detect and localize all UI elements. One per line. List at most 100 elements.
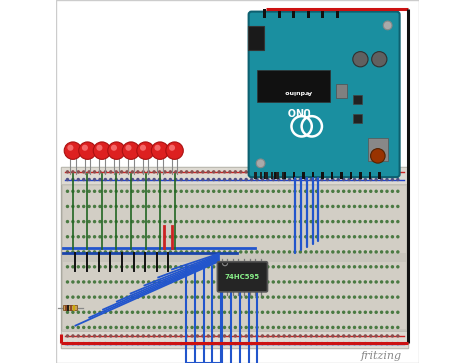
Circle shape: [386, 326, 388, 329]
Circle shape: [77, 326, 79, 329]
Circle shape: [316, 281, 318, 283]
Circle shape: [110, 266, 112, 268]
Circle shape: [332, 190, 334, 192]
Circle shape: [115, 335, 117, 337]
Circle shape: [158, 281, 161, 283]
Circle shape: [381, 311, 383, 313]
Circle shape: [365, 205, 366, 208]
Circle shape: [77, 179, 79, 180]
Circle shape: [343, 190, 345, 192]
Circle shape: [88, 281, 90, 283]
Circle shape: [365, 251, 366, 253]
Circle shape: [397, 221, 399, 223]
Circle shape: [370, 190, 372, 192]
Circle shape: [153, 221, 155, 223]
Circle shape: [218, 171, 220, 173]
Circle shape: [365, 236, 366, 238]
Bar: [302, 172, 305, 179]
Circle shape: [348, 205, 350, 208]
Circle shape: [397, 190, 399, 192]
Circle shape: [278, 326, 280, 329]
Circle shape: [82, 221, 85, 223]
Circle shape: [72, 335, 74, 337]
Circle shape: [283, 171, 285, 173]
Circle shape: [375, 326, 377, 329]
Circle shape: [348, 281, 350, 283]
Bar: [64, 305, 77, 310]
Circle shape: [137, 281, 139, 283]
Circle shape: [267, 311, 269, 313]
Circle shape: [310, 221, 312, 223]
Bar: [61, 331, 408, 348]
Circle shape: [234, 266, 237, 268]
Circle shape: [137, 205, 139, 208]
Circle shape: [72, 281, 74, 283]
Circle shape: [375, 311, 377, 313]
Bar: [263, 9, 266, 18]
Circle shape: [375, 296, 377, 298]
Circle shape: [224, 326, 226, 329]
Circle shape: [120, 343, 123, 344]
Circle shape: [175, 281, 177, 283]
Circle shape: [88, 251, 90, 253]
Circle shape: [337, 343, 339, 344]
Circle shape: [148, 236, 150, 238]
Circle shape: [120, 236, 123, 238]
Circle shape: [381, 179, 383, 180]
Bar: [255, 172, 257, 179]
Circle shape: [196, 171, 199, 173]
Circle shape: [131, 296, 134, 298]
Circle shape: [186, 236, 188, 238]
Circle shape: [207, 171, 210, 173]
Circle shape: [272, 335, 274, 337]
Circle shape: [397, 335, 399, 337]
Circle shape: [272, 311, 274, 313]
Circle shape: [386, 236, 388, 238]
Circle shape: [348, 221, 350, 223]
Circle shape: [370, 326, 372, 329]
Circle shape: [175, 311, 177, 313]
Circle shape: [99, 171, 101, 173]
Bar: [61, 167, 408, 348]
Circle shape: [229, 205, 231, 208]
Circle shape: [82, 145, 88, 151]
Circle shape: [316, 171, 318, 173]
Circle shape: [126, 266, 128, 268]
Circle shape: [137, 171, 139, 173]
Circle shape: [137, 311, 139, 313]
Bar: [248, 26, 264, 50]
Circle shape: [375, 190, 377, 192]
Circle shape: [196, 281, 199, 283]
Circle shape: [332, 281, 334, 283]
Circle shape: [166, 142, 183, 159]
Bar: [353, 114, 362, 123]
Circle shape: [370, 266, 372, 268]
Circle shape: [196, 190, 199, 192]
Circle shape: [175, 190, 177, 192]
Circle shape: [196, 335, 199, 337]
Circle shape: [104, 221, 106, 223]
Circle shape: [93, 296, 96, 298]
Circle shape: [316, 335, 318, 337]
Circle shape: [131, 221, 134, 223]
Circle shape: [300, 335, 301, 337]
Circle shape: [337, 179, 339, 180]
Circle shape: [283, 190, 285, 192]
Circle shape: [169, 281, 172, 283]
Circle shape: [131, 236, 134, 238]
Circle shape: [207, 221, 210, 223]
Circle shape: [72, 236, 74, 238]
Circle shape: [300, 311, 301, 313]
Circle shape: [99, 190, 101, 192]
Circle shape: [262, 179, 264, 180]
Circle shape: [392, 205, 393, 208]
Circle shape: [251, 221, 253, 223]
Circle shape: [381, 221, 383, 223]
Circle shape: [115, 343, 117, 344]
Circle shape: [180, 335, 182, 337]
Circle shape: [310, 311, 312, 313]
Circle shape: [359, 296, 361, 298]
Circle shape: [131, 343, 134, 344]
Circle shape: [267, 171, 269, 173]
Circle shape: [392, 281, 393, 283]
